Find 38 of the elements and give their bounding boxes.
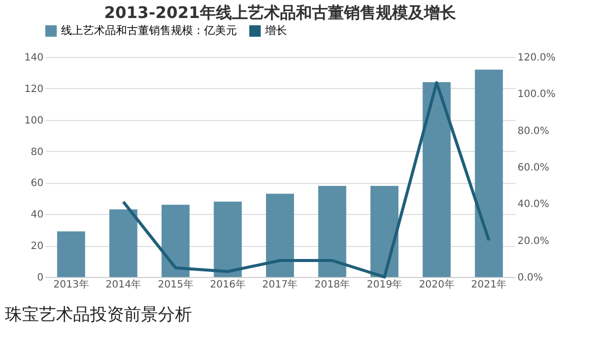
x-tick-label: 2013年	[53, 278, 89, 290]
x-tick-label: 2017年	[262, 278, 298, 290]
x-tick-label: 2021年	[471, 278, 507, 290]
x-tick-label: 2016年	[210, 278, 246, 290]
legend-label: 增长	[264, 24, 287, 37]
x-tick-label: 2018年	[314, 278, 350, 290]
y-tick-label: 140	[24, 52, 44, 64]
line-series	[122, 81, 490, 278]
y2-tick-label: 80.0%	[518, 126, 550, 137]
y-tick-label: 20	[30, 241, 44, 252]
y-tick-label: 80	[30, 146, 44, 158]
y-tick-label: 40	[30, 210, 44, 221]
bar	[266, 194, 294, 277]
y-tick-label: 0	[37, 272, 44, 284]
bar	[57, 231, 86, 277]
y2-tick-label: 0.0%	[518, 272, 543, 284]
legend-label: 线上艺术品和古董销售规模：亿美元	[61, 24, 237, 37]
bar	[214, 202, 242, 277]
y2-tick-label: 120.0%	[518, 52, 556, 64]
bar	[109, 209, 138, 277]
x-tick-label: 2014年	[106, 278, 142, 290]
y-tick-label: 120	[24, 84, 44, 95]
y2-tick-label: 100.0%	[518, 89, 556, 100]
bar	[162, 204, 190, 277]
y2-tick-label: 60.0%	[518, 162, 550, 174]
y-tick-label: 60	[30, 178, 44, 190]
y2-tick-label: 20.0%	[518, 236, 550, 247]
x-tick-label: 2015年	[158, 278, 194, 290]
y-tick-label: 100	[24, 115, 44, 126]
x-tick-label: 2019年	[366, 278, 402, 290]
bar	[422, 82, 451, 277]
text: 珠宝艺术品投资前景分析	[5, 305, 192, 325]
bar	[318, 186, 346, 277]
y2-tick-label: 40.0%	[518, 199, 550, 210]
bar	[474, 70, 503, 277]
chart-title: 2013-2021年线上艺术品和古董销售规模及增长	[104, 3, 457, 22]
bar	[370, 186, 398, 277]
x-tick-label: 2020年	[418, 278, 454, 290]
